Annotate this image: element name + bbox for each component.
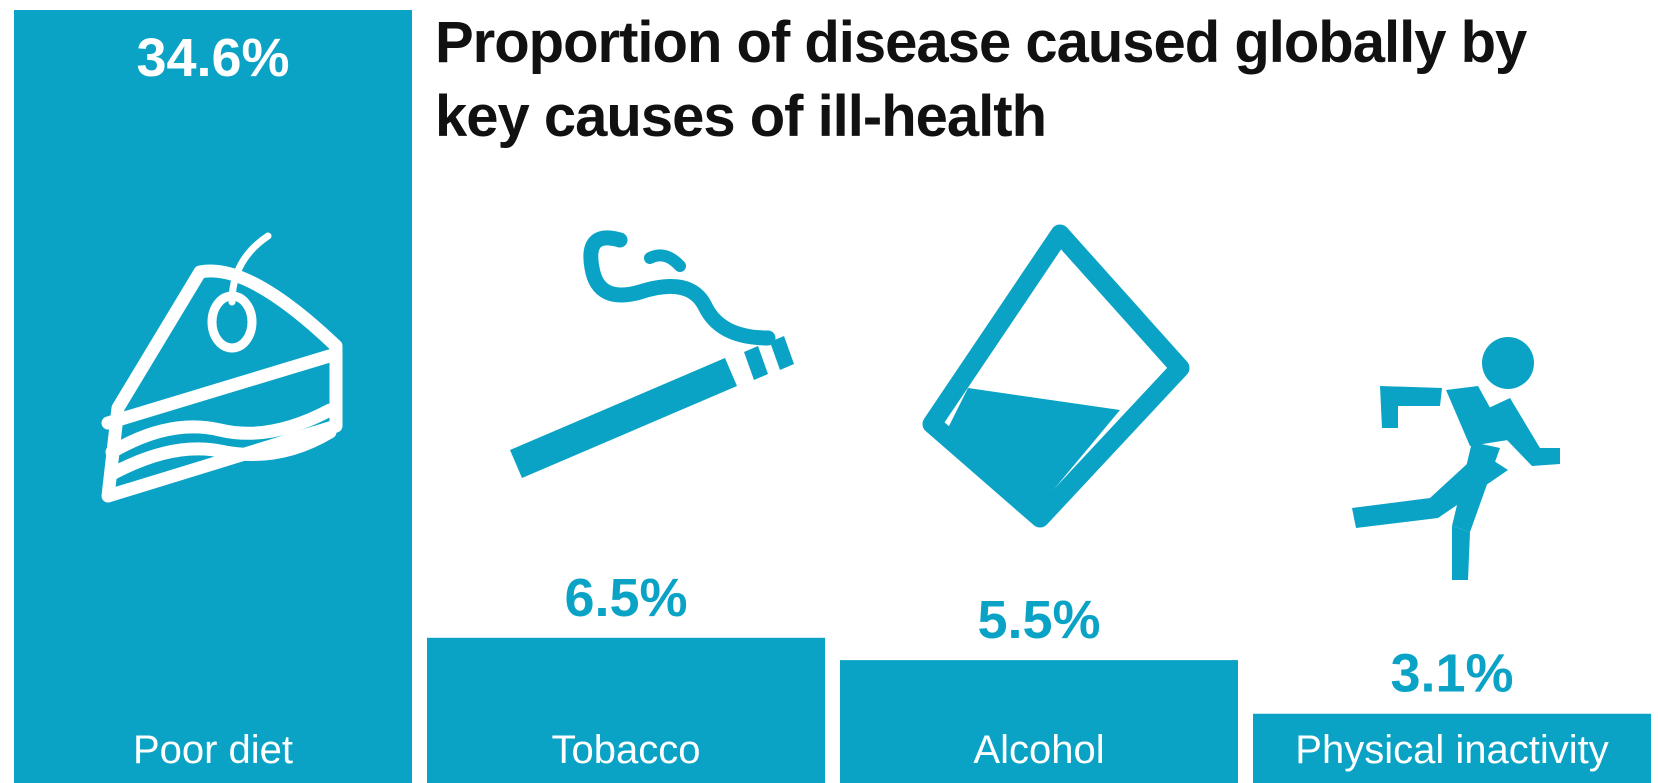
value-label: 34.6% [136, 28, 289, 88]
glass-icon [922, 224, 1190, 528]
category-label: Tobacco [552, 728, 701, 772]
cake-slice-icon [101, 232, 343, 503]
bar-alcohol [840, 660, 1238, 783]
category-label: Physical inactivity [1295, 728, 1608, 772]
cigarette-icon [510, 230, 794, 478]
chart-title: Proportion of disease caused globally by… [435, 10, 1527, 149]
icons-layer [101, 224, 1560, 580]
bar-tobacco [427, 637, 825, 783]
value-label: 6.5% [564, 568, 687, 628]
bar-physical-inactivity [1253, 713, 1651, 783]
value-label: 5.5% [977, 590, 1100, 650]
bars-layer: Poor diet 34.6% Tobacco 6.5% Alcohol 5.5% Phys… [14, 10, 1651, 783]
category-label: Poor diet [133, 728, 293, 772]
value-label: 3.1% [1390, 644, 1513, 704]
category-label: Alcohol [973, 728, 1104, 772]
running-person-icon [1352, 337, 1560, 580]
